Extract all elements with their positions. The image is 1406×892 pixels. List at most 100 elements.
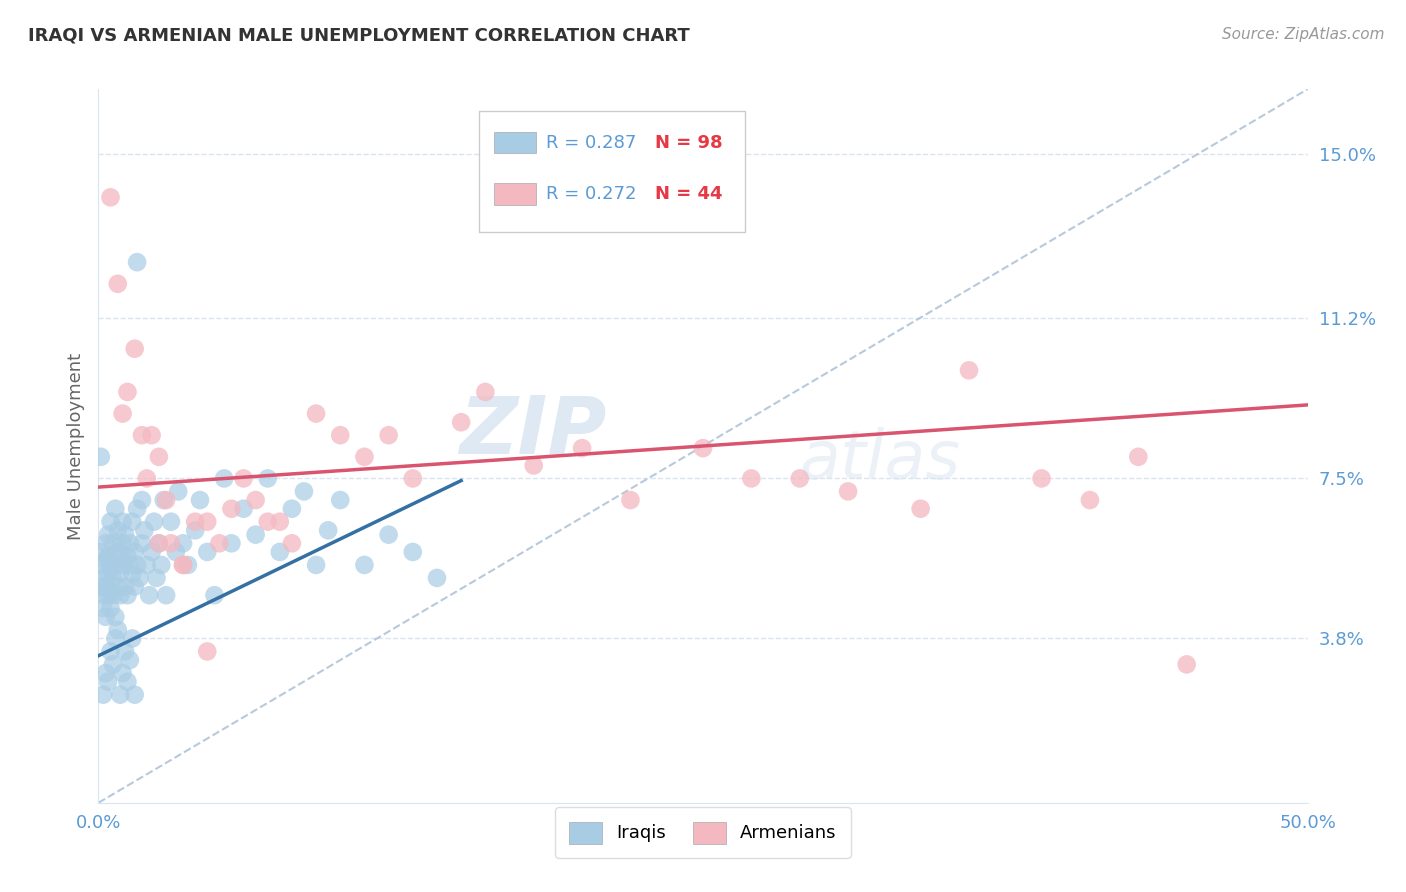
Point [100, 190, 122, 204]
Text: N = 98: N = 98 [655, 134, 723, 152]
Point [124, 545, 146, 559]
Point [957, 363, 980, 377]
Point [94, 536, 117, 550]
Point [97, 566, 120, 581]
Point [101, 588, 124, 602]
Point [134, 524, 156, 538]
Point [281, 501, 304, 516]
Point [208, 536, 231, 550]
Point [127, 558, 149, 572]
Point [281, 536, 304, 550]
Point [353, 450, 375, 464]
Point [172, 558, 194, 572]
Point [97, 674, 120, 689]
Point [121, 515, 143, 529]
Y-axis label: Male Unemployment: Male Unemployment [66, 352, 84, 540]
Point [305, 407, 328, 421]
Point [152, 493, 174, 508]
Point [256, 471, 278, 485]
Point [138, 588, 160, 602]
Point [155, 493, 177, 508]
Point [1078, 493, 1101, 508]
Point [108, 566, 131, 581]
Point [128, 571, 150, 585]
Point [377, 428, 399, 442]
Point [474, 384, 496, 399]
Point [101, 657, 124, 672]
Point [195, 545, 218, 559]
Point [90, 545, 112, 559]
Text: N = 44: N = 44 [655, 186, 723, 203]
Point [245, 527, 267, 541]
Point [94, 580, 117, 594]
Point [127, 501, 149, 516]
Point [131, 428, 153, 442]
Point [245, 493, 267, 508]
Point [117, 549, 139, 564]
Point [232, 501, 254, 516]
Point [91, 601, 114, 615]
Point [329, 493, 352, 508]
Point [91, 588, 114, 602]
Point [150, 558, 173, 572]
Point [101, 536, 124, 550]
Point [100, 558, 122, 572]
Point [143, 515, 166, 529]
Point [118, 536, 141, 550]
Point [789, 471, 811, 485]
Point [91, 558, 114, 572]
Legend: Iraqis, Armenians: Iraqis, Armenians [555, 807, 851, 858]
Point [377, 527, 399, 541]
Point [135, 471, 157, 485]
Point [1128, 450, 1150, 464]
Point [204, 588, 226, 602]
Point [111, 407, 134, 421]
Point [269, 515, 291, 529]
Point [172, 558, 194, 572]
Point [118, 558, 141, 572]
Point [108, 588, 131, 602]
Point [94, 610, 117, 624]
Point [111, 666, 134, 681]
Text: R = 0.272: R = 0.272 [546, 186, 637, 203]
Text: Source: ZipAtlas.com: Source: ZipAtlas.com [1222, 27, 1385, 42]
Point [94, 666, 117, 681]
Text: atlas: atlas [800, 427, 960, 493]
Point [148, 536, 170, 550]
Point [523, 458, 546, 473]
Point [329, 428, 352, 442]
Point [148, 450, 170, 464]
FancyBboxPatch shape [494, 132, 536, 153]
Point [107, 524, 129, 538]
Point [91, 688, 114, 702]
FancyBboxPatch shape [494, 184, 536, 205]
Point [101, 571, 124, 585]
Point [141, 545, 163, 559]
Point [256, 515, 278, 529]
Point [111, 515, 134, 529]
Point [114, 644, 136, 658]
Point [619, 493, 641, 508]
Point [195, 515, 218, 529]
Point [160, 536, 183, 550]
Point [90, 580, 112, 594]
Text: ZIP: ZIP [458, 392, 606, 471]
Point [188, 493, 211, 508]
Point [94, 553, 117, 567]
FancyBboxPatch shape [479, 111, 745, 232]
Point [837, 484, 859, 499]
Point [104, 610, 127, 624]
Point [108, 688, 131, 702]
Point [692, 441, 714, 455]
Point [221, 536, 243, 550]
Point [100, 583, 122, 598]
Point [145, 571, 167, 585]
Point [117, 674, 139, 689]
Point [124, 342, 146, 356]
Point [107, 545, 129, 559]
Point [305, 558, 328, 572]
Point [571, 441, 593, 455]
Point [269, 545, 291, 559]
Point [124, 580, 146, 594]
Point [118, 653, 141, 667]
